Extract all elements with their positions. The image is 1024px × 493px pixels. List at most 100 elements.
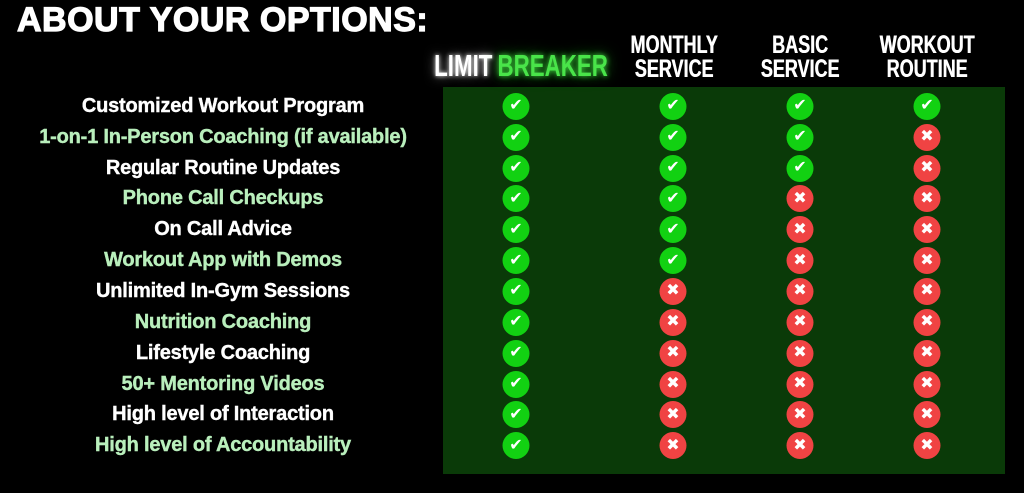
icon-glyph: ✔ [793, 95, 807, 115]
mark-cell: ✖ [659, 399, 687, 430]
check-icon: ✔ [659, 247, 687, 275]
mark-column-monthly-service: ✔ ✔ ✔ ✔ ✔ ✔ ✖ ✖ ✖ ✖ ✖ ✖ [659, 91, 687, 461]
mark-cell: ✔ [502, 122, 530, 153]
feature-label: On Call Advice [154, 218, 292, 241]
plan-name-line: ROUTINE [886, 55, 968, 83]
cross-icon: ✖ [786, 216, 814, 244]
icon-glyph: ✖ [793, 434, 807, 454]
cross-icon: ✖ [786, 401, 814, 429]
check-icon: ✔ [913, 92, 941, 120]
cross-icon: ✖ [786, 277, 814, 305]
mark-cell: ✖ [913, 153, 941, 184]
cross-icon: ✖ [913, 123, 941, 151]
icon-glyph: ✔ [509, 187, 523, 207]
plan-name-part: BREAKER [497, 48, 608, 83]
feature-labels: Customized Workout Program 1-on-1 In-Pers… [0, 91, 446, 461]
mark-cell: ✔ [502, 338, 530, 369]
icon-glyph: ✖ [793, 187, 807, 207]
plan-headers: LIMIT BREAKER MONTHLY SERVICE BASIC SERVICE WO… [0, 18, 1024, 84]
mark-cell: ✖ [913, 369, 941, 400]
check-icon: ✔ [659, 185, 687, 213]
cross-icon: ✖ [659, 277, 687, 305]
plan-name-line: WORKOUT [879, 31, 975, 59]
mark-cell: ✔ [659, 91, 687, 122]
cross-icon: ✖ [786, 339, 814, 367]
check-icon: ✔ [502, 401, 530, 429]
feature-label: Phone Call Checkups [122, 187, 324, 210]
icon-glyph: ✔ [920, 95, 934, 115]
icon-glyph: ✖ [920, 218, 934, 238]
cross-icon: ✖ [913, 432, 941, 460]
icon-glyph: ✔ [509, 342, 523, 362]
page-title: ABOUT YOUR OPTIONS: [16, 0, 429, 39]
plan-name-line: SERVICE [760, 55, 840, 83]
check-icon: ✔ [502, 308, 530, 336]
icon-glyph: ✖ [793, 373, 807, 393]
feature-label: Workout App with Demos [104, 249, 342, 272]
check-icon: ✔ [502, 92, 530, 120]
icon-glyph: ✖ [793, 342, 807, 362]
check-icon: ✔ [502, 216, 530, 244]
icon-glyph: ✖ [920, 187, 934, 207]
mark-cell: ✖ [913, 430, 941, 461]
mark-cell: ✖ [913, 307, 941, 338]
cross-icon: ✖ [786, 432, 814, 460]
cross-icon: ✖ [659, 308, 687, 336]
mark-cell: ✔ [502, 214, 530, 245]
icon-glyph: ✖ [666, 311, 680, 331]
icon-glyph: ✖ [793, 311, 807, 331]
cross-icon: ✖ [913, 277, 941, 305]
mark-cell: ✖ [786, 184, 814, 215]
mark-cell: ✔ [502, 430, 530, 461]
mark-cell: ✖ [786, 276, 814, 307]
check-icon: ✔ [786, 123, 814, 151]
icon-glyph: ✖ [793, 218, 807, 238]
mark-cell: ✔ [659, 122, 687, 153]
plan-header-basic-service: BASIC SERVICE [745, 33, 854, 83]
icon-glyph: ✔ [509, 157, 523, 177]
icon-glyph: ✔ [509, 434, 523, 454]
cross-icon: ✖ [913, 401, 941, 429]
icon-glyph: ✔ [509, 311, 523, 331]
comparison-panel-background [443, 87, 1005, 474]
mark-cell: ✖ [659, 338, 687, 369]
icon-glyph: ✔ [509, 373, 523, 393]
mark-cell: ✖ [913, 276, 941, 307]
mark-cell: ✔ [659, 245, 687, 276]
cross-icon: ✖ [786, 370, 814, 398]
check-icon: ✔ [659, 216, 687, 244]
icon-glyph: ✖ [793, 249, 807, 269]
cross-icon: ✖ [913, 154, 941, 182]
icon-glyph: ✔ [666, 218, 680, 238]
mark-cell: ✖ [786, 369, 814, 400]
check-icon: ✔ [502, 277, 530, 305]
icon-glyph: ✖ [666, 373, 680, 393]
mark-cell: ✖ [913, 214, 941, 245]
mark-cell: ✖ [659, 276, 687, 307]
icon-glyph: ✔ [666, 187, 680, 207]
icon-glyph: ✖ [666, 342, 680, 362]
cross-icon: ✖ [913, 216, 941, 244]
mark-cell: ✖ [913, 338, 941, 369]
mark-cell: ✔ [913, 91, 941, 122]
plan-name-part: LIMIT [434, 48, 493, 83]
check-icon: ✔ [659, 92, 687, 120]
plan-name-line: SERVICE [634, 55, 714, 83]
check-icon: ✔ [659, 154, 687, 182]
mark-cell: ✔ [502, 276, 530, 307]
check-icon: ✔ [659, 123, 687, 151]
icon-glyph: ✖ [666, 403, 680, 423]
check-icon: ✔ [786, 154, 814, 182]
icon-glyph: ✔ [666, 157, 680, 177]
cross-icon: ✖ [659, 370, 687, 398]
icon-glyph: ✔ [666, 249, 680, 269]
mark-cell: ✔ [502, 184, 530, 215]
icon-glyph: ✖ [920, 434, 934, 454]
mark-cell: ✔ [502, 91, 530, 122]
cross-icon: ✖ [786, 308, 814, 336]
mark-cell: ✖ [913, 245, 941, 276]
icon-glyph: ✔ [509, 280, 523, 300]
mark-cell: ✔ [786, 91, 814, 122]
icon-glyph: ✖ [920, 311, 934, 331]
